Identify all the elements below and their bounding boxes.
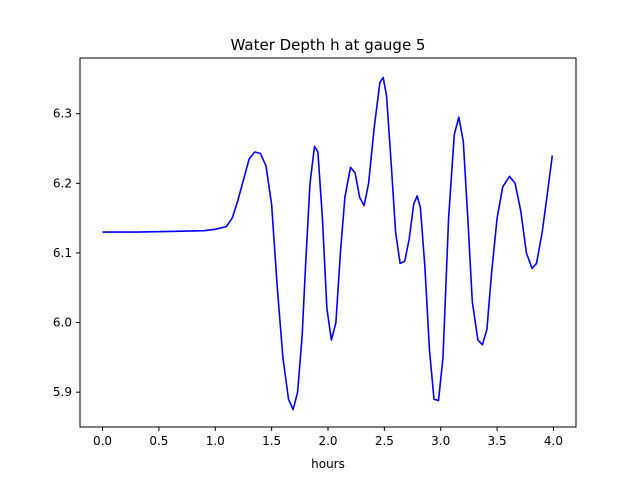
x-tick-label: 2.0 [318,434,337,448]
x-axis-ticks: 0.0 0.5 1.0 1.5 2.0 2.5 3.0 3.5 4.0 [93,427,563,448]
x-axis-label: hours [311,457,345,471]
x-tick-label: 0.0 [93,434,112,448]
y-tick-label: 6.1 [53,246,72,260]
x-tick-label: 0.5 [149,434,168,448]
series-line-0 [102,76,554,411]
y-axis-ticks: 5.9 6.0 6.1 6.2 6.3 [53,107,80,399]
x-tick-label: 1.0 [206,434,225,448]
x-tick-label: 4.0 [544,434,563,448]
plot-area [102,76,554,411]
x-tick-label: 3.0 [431,434,450,448]
x-tick-label: 3.5 [488,434,507,448]
x-tick-label: 2.5 [375,434,394,448]
y-tick-label: 5.9 [53,385,72,399]
chart-title: Water Depth h at gauge 5 [231,36,426,54]
y-tick-label: 6.3 [53,107,72,121]
x-tick-label: 1.5 [262,434,281,448]
y-tick-label: 6.2 [53,176,72,190]
y-tick-label: 6.0 [53,316,72,330]
axes-frame [79,57,577,428]
